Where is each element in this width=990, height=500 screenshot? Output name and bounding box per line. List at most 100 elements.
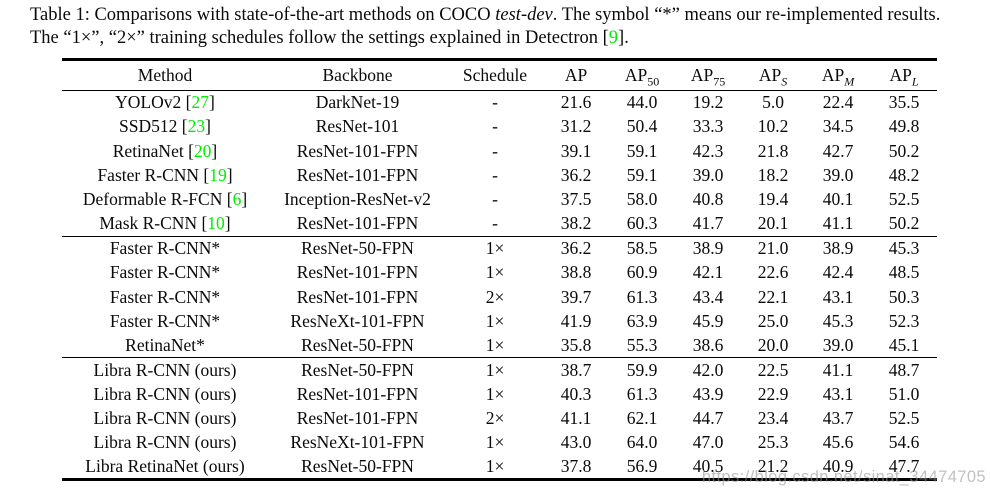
metric-cell: 54.6 xyxy=(888,432,920,453)
metric-cell: 34.5 xyxy=(822,116,854,137)
citation-link[interactable]: 27 xyxy=(191,92,209,113)
metric-cell: 56.9 xyxy=(626,455,658,476)
method-cell: YOLOv2 [27] xyxy=(115,92,215,113)
backbone-cell: ResNet-101-FPN xyxy=(296,213,419,234)
metric-cell: 22.4 xyxy=(822,92,854,113)
metric-cell: 61.3 xyxy=(626,383,658,404)
backbone-cell: ResNet-50-FPN xyxy=(301,238,414,259)
table-row: Libra R-CNN (ours) ResNeXt-101-FPN 1× 43.0 6… xyxy=(62,431,937,455)
metric-cell: 42.0 xyxy=(692,359,724,380)
backbone-cell: ResNet-50-FPN xyxy=(301,455,414,476)
metric-cell: 47.7 xyxy=(888,455,920,476)
metric-cell: 60.9 xyxy=(626,262,658,283)
metric-cell: 62.1 xyxy=(626,408,658,428)
schedule-cell: 1× xyxy=(485,432,505,453)
table-row: RetinaNet [20] ResNet-101-FPN - 39.1 59.1 42.… xyxy=(62,139,937,163)
table-row: YOLOv2 [27] DarkNet-19 - 21.6 44.0 19.2 5.0 22.… xyxy=(62,91,937,115)
table-row: Libra R-CNN (ours) ResNet-101-FPN 2× 41.1 62… xyxy=(62,406,937,430)
backbone-cell: ResNet-101-FPN xyxy=(296,408,419,428)
metric-cell: 22.1 xyxy=(757,286,789,307)
schedule-cell: - xyxy=(492,116,498,137)
metric-cell: 41.1 xyxy=(822,359,854,380)
metric-cell: 47.0 xyxy=(692,432,724,453)
metric-cell: 19.2 xyxy=(692,92,724,113)
metric-cell: 61.3 xyxy=(626,286,658,307)
metric-cell: 50.2 xyxy=(888,140,920,161)
schedule-cell: 2× xyxy=(485,408,505,428)
metric-cell: 42.4 xyxy=(822,262,854,283)
table-row: Libra R-CNN (ours) ResNet-101-FPN 1× 40.3 61… xyxy=(62,382,937,406)
metric-cell: 45.3 xyxy=(822,310,854,331)
backbone-cell: ResNet-101 xyxy=(315,116,400,137)
backbone-cell: ResNet-101-FPN xyxy=(296,286,419,307)
metric-cell: 35.8 xyxy=(560,334,592,355)
table-row: RetinaNet* ResNet-50-FPN 1× 35.8 55.3 38.6 20.… xyxy=(62,333,937,357)
metric-cell: 36.2 xyxy=(560,238,592,259)
citation-link[interactable]: 10 xyxy=(207,213,225,234)
metric-cell: 49.8 xyxy=(888,116,920,137)
table-row: Faster R-CNN* ResNet-101-FPN 1× 38.8 60.9 42.… xyxy=(62,261,937,285)
citation-link[interactable]: 6 xyxy=(232,189,242,210)
metric-cell: 50.4 xyxy=(626,116,658,137)
metric-cell: 40.1 xyxy=(822,189,854,210)
metric-cell: 41.1 xyxy=(822,213,854,234)
method-cell: Libra R-CNN (ours) xyxy=(93,408,237,428)
column-header: AP50 xyxy=(624,65,660,89)
metric-cell: 5.0 xyxy=(762,92,784,113)
metric-cell: 42.1 xyxy=(692,262,724,283)
metric-cell: 40.8 xyxy=(692,189,724,210)
metric-cell: 43.4 xyxy=(692,286,724,307)
column-header-subscript: L xyxy=(911,74,919,89)
backbone-cell: ResNeXt-101-FPN xyxy=(290,310,425,331)
metric-cell: 58.0 xyxy=(626,189,658,210)
column-header: APM xyxy=(821,65,855,89)
metric-cell: 22.5 xyxy=(757,359,789,380)
column-header: AP75 xyxy=(690,65,726,89)
metric-cell: 52.5 xyxy=(888,189,920,210)
caption-dataset-name: test-dev xyxy=(495,5,553,25)
metric-cell: 18.2 xyxy=(757,165,789,186)
metric-cell: 38.9 xyxy=(822,238,854,259)
metric-cell: 39.0 xyxy=(822,165,854,186)
backbone-cell: ResNet-101-FPN xyxy=(296,165,419,186)
citation-link[interactable]: 19 xyxy=(209,165,227,186)
metric-cell: 48.2 xyxy=(888,165,920,186)
metric-cell: 52.5 xyxy=(888,408,920,428)
metric-cell: 44.0 xyxy=(626,92,658,113)
column-header: Schedule xyxy=(462,65,528,85)
metric-cell: 22.6 xyxy=(757,262,789,283)
schedule-cell: 2× xyxy=(485,286,505,307)
schedule-cell: 1× xyxy=(485,238,505,259)
column-header: APL xyxy=(889,65,919,89)
method-cell: Faster R-CNN* xyxy=(109,262,221,283)
table-row: Libra R-CNN (ours) ResNet-50-FPN 1× 38.7 59.… xyxy=(62,358,937,382)
metric-cell: 21.8 xyxy=(757,140,789,161)
backbone-cell: ResNet-101-FPN xyxy=(296,383,419,404)
metric-cell: 40.5 xyxy=(692,455,724,476)
metric-cell: 45.6 xyxy=(822,432,854,453)
backbone-cell: ResNet-101-FPN xyxy=(296,262,419,283)
citation-link[interactable]: 20 xyxy=(193,140,212,161)
method-cell: Mask R-CNN [10] xyxy=(99,213,231,234)
metric-cell: 63.9 xyxy=(626,310,658,331)
metric-cell: 43.1 xyxy=(822,383,854,404)
schedule-cell: 1× xyxy=(485,334,505,355)
column-header-subscript: 50 xyxy=(647,74,660,89)
metric-cell: 44.7 xyxy=(692,408,724,428)
table-row: Libra RetinaNet (ours) ResNet-50-FPN 1× 37.… xyxy=(62,455,937,479)
caption-text: ]. xyxy=(618,28,629,48)
column-header-subscript: 75 xyxy=(713,74,726,89)
citation-link[interactable]: 9 xyxy=(608,28,619,48)
metric-cell: 37.5 xyxy=(560,189,592,210)
metric-cell: 42.7 xyxy=(822,140,854,161)
schedule-cell: - xyxy=(492,189,498,210)
citation-link[interactable]: 23 xyxy=(187,116,206,137)
method-cell: Libra RetinaNet (ours) xyxy=(85,455,245,476)
table-row: Faster R-CNN* ResNet-50-FPN 1× 36.2 58.5 38.9… xyxy=(62,236,937,260)
method-cell: Deformable R-FCN [6] xyxy=(82,189,248,210)
metric-cell: 41.7 xyxy=(692,213,724,234)
metric-cell: 38.7 xyxy=(560,359,592,380)
caption-text: The “1×”, “2×” training schedules follow… xyxy=(30,28,609,48)
metric-cell: 10.2 xyxy=(757,116,789,137)
method-cell: Libra R-CNN (ours) xyxy=(93,359,237,380)
